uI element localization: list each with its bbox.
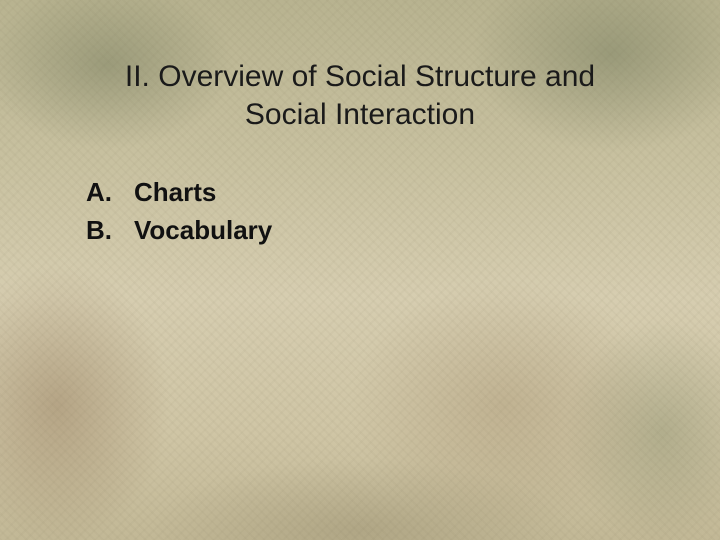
list-marker: A. bbox=[86, 174, 134, 212]
outline-list: A. Charts B. Vocabulary bbox=[86, 174, 272, 249]
list-item: B. Vocabulary bbox=[86, 212, 272, 250]
list-marker: B. bbox=[86, 212, 134, 250]
slide-title: II. Overview of Social Structure and Soc… bbox=[0, 58, 720, 133]
list-label: Vocabulary bbox=[134, 212, 272, 250]
list-item: A. Charts bbox=[86, 174, 272, 212]
slide: II. Overview of Social Structure and Soc… bbox=[0, 0, 720, 540]
list-label: Charts bbox=[134, 174, 216, 212]
